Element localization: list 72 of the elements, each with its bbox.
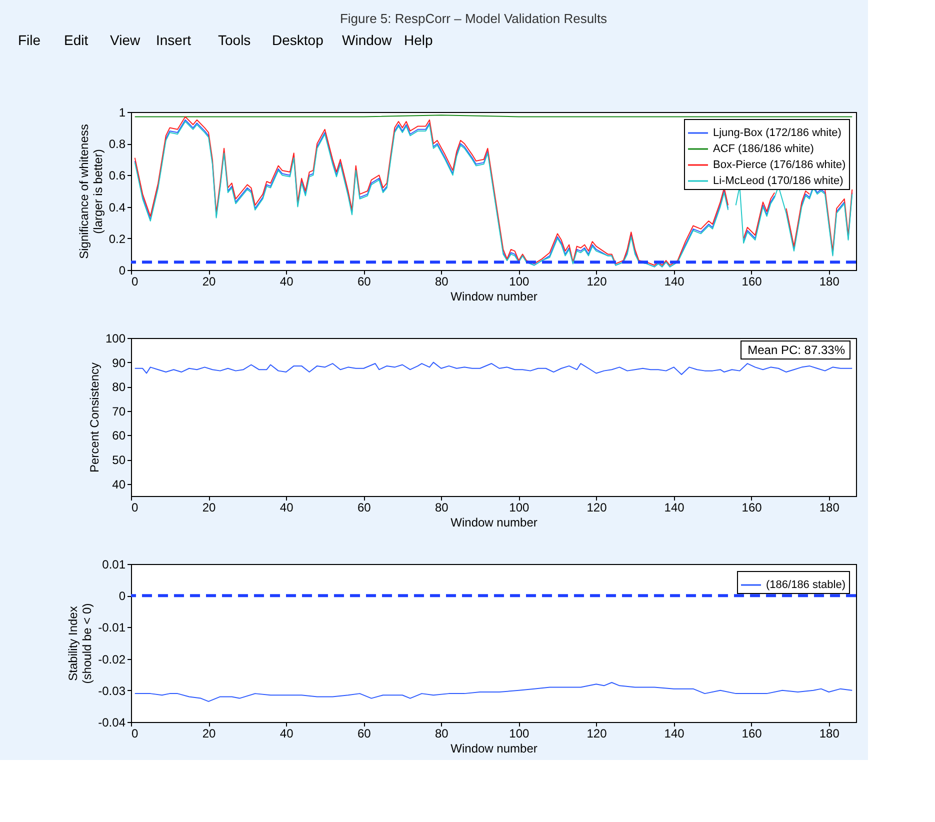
- y-tick-label: 0.2: [108, 232, 126, 246]
- y-tick-label: 90: [112, 356, 126, 370]
- x-tick-label: 180: [819, 274, 840, 288]
- legend-label: Ljung-Box (172/186 white): [713, 127, 842, 139]
- x-tick-label: 20: [202, 500, 216, 514]
- y-tick-label: -0.02: [98, 652, 126, 666]
- x-tick-label: 100: [509, 500, 530, 514]
- y-axis-title: Stability Index (should be < 0): [66, 603, 94, 684]
- x-tick-label: 40: [280, 274, 294, 288]
- text: Insert: [156, 32, 192, 48]
- x-axis-title: Window number: [450, 742, 538, 756]
- text: Figure 5: RespCorr – Model Validation Results: [340, 11, 608, 26]
- legend-label: (186/186 stable): [766, 579, 846, 591]
- y-tick-label: 40: [112, 477, 126, 492]
- x-axis-title: Window number: [450, 516, 538, 530]
- x-tick-label: 20: [202, 274, 216, 288]
- x-tick-label: 60: [357, 500, 372, 514]
- y-tick-label: 100: [105, 332, 126, 346]
- x-tick-label: 60: [357, 274, 372, 288]
- text: Edit: [64, 32, 88, 48]
- x-tick-label: 140: [664, 274, 685, 288]
- text: View: [110, 32, 141, 48]
- legend-label: ACF (186/186 white): [713, 143, 814, 155]
- y-tick-label: 0: [118, 264, 126, 278]
- legend-label: Li-McLeod (170/186 white): [713, 175, 844, 187]
- x-tick-label: 140: [664, 500, 685, 514]
- x-tick-label: 160: [742, 726, 762, 740]
- text: Help: [404, 32, 434, 48]
- x-tick-label: 80: [434, 500, 449, 514]
- line-series: [134, 362, 853, 375]
- x-tick-label: 100: [509, 726, 530, 740]
- x-tick-label: 0: [132, 274, 138, 288]
- x-tick-label: 160: [742, 500, 762, 514]
- x-tick-label: 0: [132, 500, 138, 514]
- x-axis-title: Window number: [450, 290, 538, 304]
- y-tick-label: 0.01: [102, 558, 126, 572]
- x-tick-label: 60: [357, 726, 372, 740]
- x-tick-label: 80: [434, 726, 449, 740]
- text: Desktop: [272, 32, 324, 48]
- y-tick-label: 60: [112, 428, 126, 443]
- y-tick-label: -0.03: [98, 684, 126, 698]
- x-tick-label: 40: [280, 500, 294, 514]
- y-tick-label: 0.4: [108, 200, 126, 214]
- x-tick-label: 80: [434, 274, 449, 288]
- y-axis-title: Significance of whiteness (larger is better): [76, 124, 105, 259]
- y-tick-label: 0.8: [108, 137, 126, 152]
- y-tick-label: 0: [118, 589, 126, 604]
- y-tick-label: -0.04: [98, 716, 126, 730]
- text: File: [18, 32, 41, 48]
- x-tick-label: 180: [819, 500, 840, 514]
- x-tick-label: 180: [819, 726, 840, 740]
- text: Window: [342, 32, 393, 48]
- y-tick-label: -0.01: [98, 620, 126, 635]
- x-tick-label: 40: [280, 726, 294, 740]
- x-tick-label: 100: [509, 274, 530, 288]
- x-tick-label: 120: [586, 726, 608, 740]
- x-tick-label: 140: [664, 726, 685, 740]
- y-tick-label: 1: [118, 106, 126, 120]
- x-tick-label: 0: [132, 726, 138, 740]
- y-tick-label: 0.6: [108, 168, 126, 183]
- legend-label: Box-Pierce (176/186 white): [713, 159, 846, 171]
- y-axis-title: Percent Consistency: [87, 362, 102, 473]
- y-tick-label: 70: [112, 404, 126, 418]
- line-series: [134, 682, 853, 702]
- y-tick-label: 50: [112, 453, 126, 468]
- annotation: Mean PC: 87.33%: [748, 343, 846, 357]
- x-tick-label: 120: [586, 500, 608, 514]
- y-tick-label: 80: [112, 380, 126, 394]
- x-tick-label: 20: [202, 726, 216, 740]
- text: Tools: [218, 32, 251, 48]
- x-tick-label: 120: [586, 274, 608, 288]
- x-tick-label: 160: [742, 274, 762, 288]
